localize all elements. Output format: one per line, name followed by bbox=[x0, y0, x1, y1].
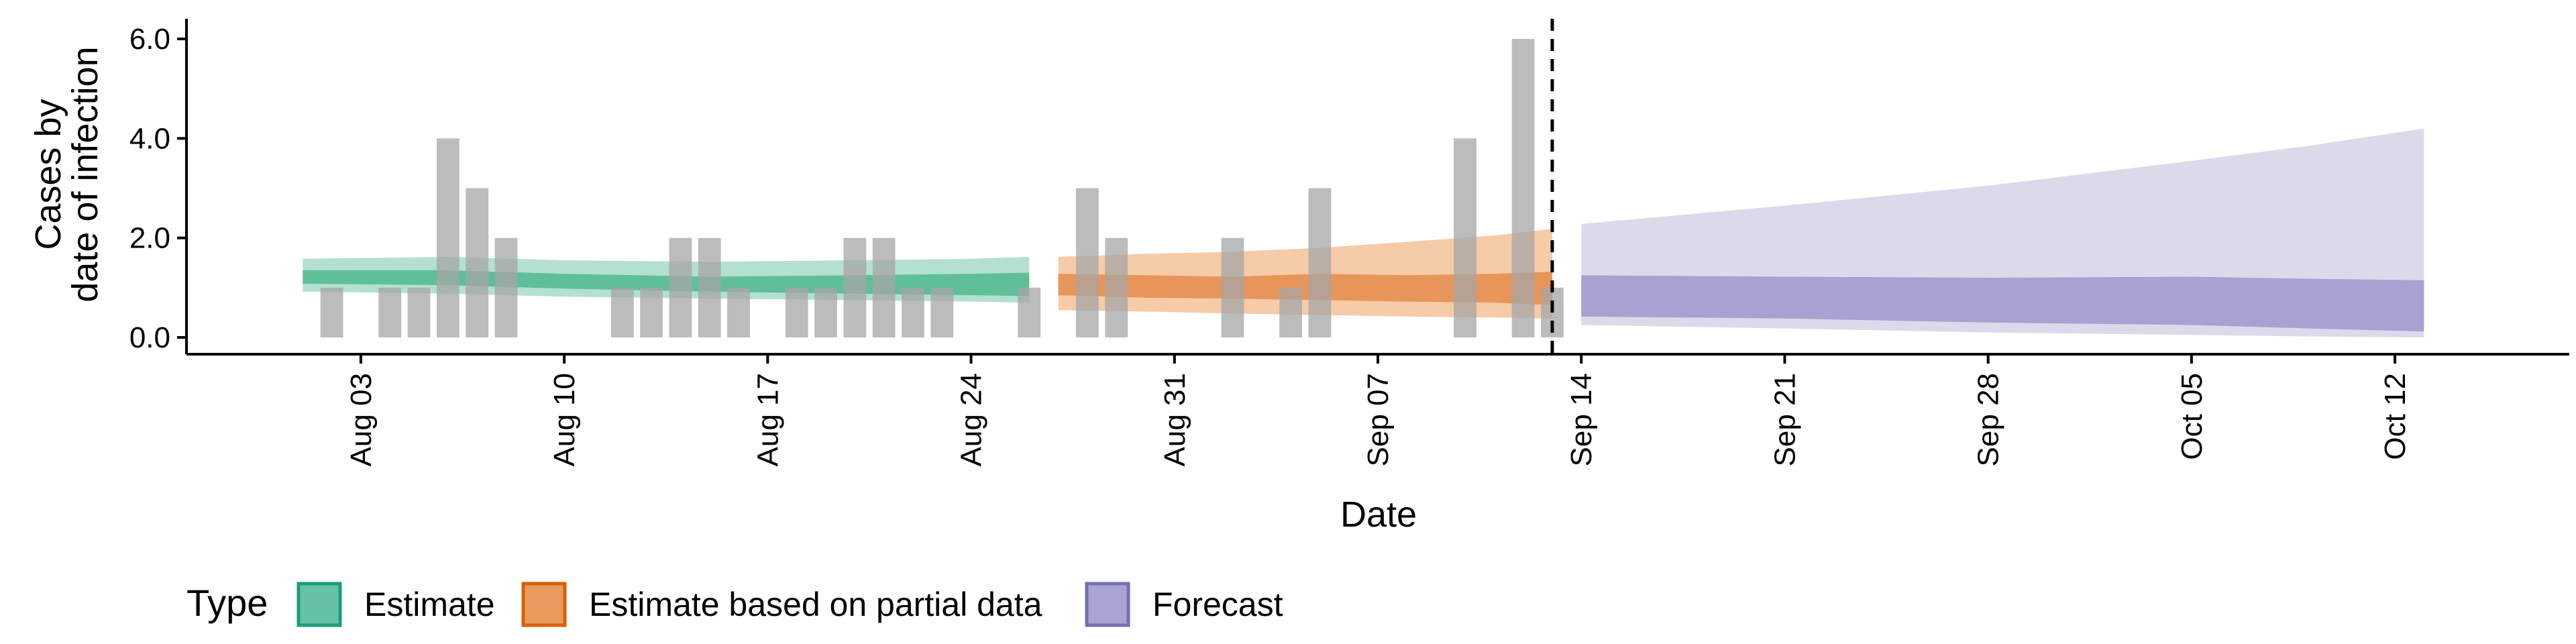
x-tick-label: Sep 14 bbox=[1565, 373, 1598, 466]
case-bar bbox=[407, 287, 431, 337]
y-tick-label: 6.0 bbox=[129, 23, 170, 56]
x-tick-label: Aug 31 bbox=[1159, 373, 1191, 466]
case-bar bbox=[727, 287, 750, 337]
legend-key-0 bbox=[297, 582, 342, 627]
case-bar bbox=[930, 287, 954, 337]
x-axis-title: Date bbox=[1340, 494, 1417, 535]
case-bar bbox=[902, 287, 924, 337]
x-tick-label: Sep 28 bbox=[1972, 373, 2005, 466]
legend-label-1: Estimate based on partial data bbox=[589, 586, 1042, 623]
case-bar bbox=[1075, 188, 1099, 337]
y-tick-label: 0.0 bbox=[129, 321, 170, 354]
case-bar bbox=[1308, 188, 1332, 337]
case-bar bbox=[378, 287, 402, 337]
series-1-inner-band bbox=[1058, 272, 1552, 305]
x-tick-label: Aug 17 bbox=[751, 373, 784, 466]
x-tick-label: Oct 05 bbox=[2176, 373, 2208, 460]
y-tick-label: 4.0 bbox=[129, 122, 170, 155]
case-bar bbox=[494, 237, 518, 337]
x-tick-label: Sep 07 bbox=[1362, 373, 1395, 466]
case-bar bbox=[698, 237, 721, 337]
case-bar bbox=[437, 138, 460, 338]
case-bar bbox=[843, 237, 867, 337]
case-bar bbox=[785, 287, 808, 337]
x-tick-label: Aug 10 bbox=[548, 373, 581, 466]
series-2-inner-band bbox=[1581, 275, 2424, 332]
case-bar bbox=[1454, 138, 1477, 338]
case-bar bbox=[669, 237, 692, 337]
case-bar bbox=[320, 287, 343, 337]
legend-label-2: Forecast bbox=[1152, 586, 1283, 623]
case-bar bbox=[610, 287, 634, 337]
case-bar bbox=[1511, 39, 1535, 337]
case-bar bbox=[1018, 287, 1041, 337]
legend-key-2 bbox=[1085, 582, 1130, 627]
legend-title: Type bbox=[186, 582, 268, 624]
y-tick-label: 2.0 bbox=[129, 222, 170, 255]
y-axis: 0.0 2.0 4.0 6.0 bbox=[129, 19, 188, 354]
case-bar bbox=[640, 287, 663, 337]
x-tick-label: Oct 12 bbox=[2379, 373, 2412, 460]
x-tick-label: Aug 24 bbox=[955, 373, 988, 466]
x-tick-label: Sep 21 bbox=[1768, 373, 1801, 466]
series-1-outer-band bbox=[1058, 229, 1552, 319]
observed-case-bars bbox=[320, 39, 1564, 338]
case-bar bbox=[1221, 237, 1244, 337]
case-bar bbox=[814, 287, 837, 337]
x-tick-label: Aug 03 bbox=[345, 373, 378, 466]
x-axis: Aug 03 Aug 10 Aug 17 Aug 24 Aug 31 Sep 07 Sep … bbox=[186, 353, 2569, 466]
y-axis-title: Cases by date of infection bbox=[28, 46, 105, 302]
legend: Type Estimate Estimate based on partial d… bbox=[186, 582, 1283, 627]
legend-key-1 bbox=[521, 582, 567, 627]
y-axis-title-line-2: date of infection bbox=[65, 46, 105, 302]
legend-label-0: Estimate bbox=[364, 586, 495, 623]
case-bar bbox=[466, 188, 489, 337]
y-axis-title-line-1: Cases by bbox=[28, 99, 68, 250]
case-bar bbox=[1105, 237, 1128, 337]
case-bar bbox=[1279, 287, 1302, 337]
case-bar bbox=[872, 237, 896, 337]
